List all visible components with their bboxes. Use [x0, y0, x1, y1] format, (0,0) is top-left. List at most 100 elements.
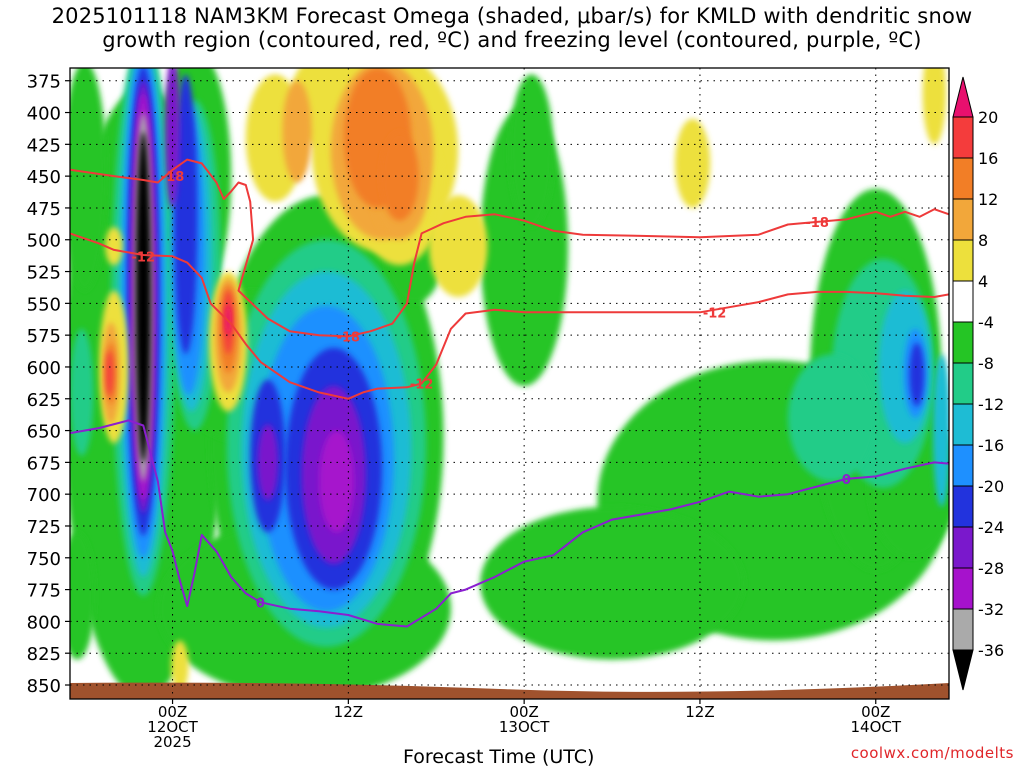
plot-frame: [69, 67, 950, 700]
contour-label: -12: [410, 378, 434, 393]
x-tick-label: 2025: [153, 733, 191, 751]
contour-label: -18: [161, 170, 185, 185]
contour-label: -12: [132, 250, 156, 265]
colorbar-label: -24: [978, 518, 1004, 537]
x-tick-label: 00Z: [509, 703, 538, 721]
contour-label: 0: [256, 596, 265, 611]
colorbar-label: 12: [978, 190, 998, 209]
colorbar-label: 8: [978, 231, 988, 250]
y-axis: 375 400 425 450 475 500 525 550 575 600 625 650 675 7…: [27, 72, 70, 697]
red-contour-m18-0: [70, 158, 949, 338]
contour-label: -18: [805, 216, 829, 231]
omega-cell: [135, 131, 151, 463]
y-tick-label-475: 475: [27, 199, 61, 220]
omega-cell: [480, 506, 744, 660]
y-tick-label-550: 550: [27, 294, 61, 315]
colorbar-label: 20: [978, 108, 998, 127]
colorbar-bin: [952, 403, 974, 446]
colorbar-label: -4: [978, 313, 994, 332]
x-tick-label: 12OCT: [147, 718, 198, 736]
omega-cell: [105, 350, 114, 397]
omega-cell: [787, 354, 876, 482]
omega-cell: [922, 68, 947, 145]
y-tick-label-675: 675: [27, 453, 61, 474]
grid-lines: [70, 68, 949, 699]
omega-cell: [319, 430, 355, 533]
y-tick-label-725: 725: [27, 517, 61, 538]
y-tick-label-525: 525: [27, 263, 61, 284]
colorbar-label: 4: [978, 272, 988, 291]
y-tick-label-850: 850: [27, 676, 61, 697]
colorbar-bin: [952, 485, 974, 528]
colorbar-bin: [952, 157, 974, 200]
colorbar-label: 16: [978, 149, 998, 168]
omega-cell: [909, 342, 925, 407]
contour-label: -18: [337, 330, 361, 345]
omega-cell: [675, 118, 711, 208]
omega-cell: [932, 354, 949, 507]
chart-title: 2025101118 NAM3KM Forecast Omega (shaded…: [0, 4, 1024, 52]
freezing-level-contour: [70, 419, 949, 628]
colorbar-bin: [952, 239, 974, 282]
chart-title-line1: 2025101118 NAM3KM Forecast Omega (shaded…: [51, 4, 973, 28]
colorbar-bin: [952, 444, 974, 487]
x-axis-label: Forecast Time (UTC): [403, 746, 595, 768]
x-tick-label: 14OCT: [850, 718, 901, 736]
terrain-strip: [70, 682, 949, 699]
y-tick-label-775: 775: [27, 581, 61, 602]
x-tick-label: 13OCT: [499, 718, 550, 736]
omega-cell: [257, 424, 279, 501]
y-tick-label-650: 650: [27, 422, 61, 443]
contour-label: -12: [703, 306, 727, 321]
colorbar: 20 16 12 8 4 -4 -8 -12 -16 -20 -24 -28 -32 -36: [952, 76, 1004, 691]
colorbar-bin: [952, 116, 974, 159]
colorbar-label: -28: [978, 559, 1004, 578]
colorbar-bin: [952, 526, 974, 569]
colorbar-label: -16: [978, 436, 1004, 455]
omega-cell: [174, 74, 198, 355]
chart-title-line2: growth region (contoured, red, ºC) and f…: [102, 28, 922, 52]
credit-link[interactable]: coolwx.com/modelts: [850, 744, 1014, 762]
omega-cell: [70, 68, 107, 291]
contours: -18 -12 -18 -12 -12 -18 0 0: [70, 158, 949, 628]
omega-cell: [380, 131, 419, 221]
colorbar-label: -32: [978, 600, 1004, 619]
omega-cell: [509, 74, 554, 228]
omega-cell: [70, 328, 94, 457]
colorbar-bin: [952, 198, 974, 241]
x-tick-label: 00Z: [158, 703, 187, 721]
y-tick-label-375: 375: [27, 72, 61, 93]
omega-cell: [70, 532, 95, 660]
colorbar-label: -12: [978, 395, 1004, 414]
y-tick-label-450: 450: [27, 167, 61, 188]
y-tick-label-700: 700: [27, 485, 61, 506]
y-tick-label-500: 500: [27, 231, 61, 252]
colorbar-bin: [952, 321, 974, 364]
colorbar-bin: [952, 362, 974, 405]
y-tick-label-750: 750: [27, 549, 61, 570]
colorbar-bin: [952, 608, 974, 651]
colorbar-bin: [952, 280, 974, 323]
omega-cell: [428, 195, 488, 297]
x-tick-label: 12Z: [685, 703, 714, 721]
contour-label: 0: [842, 473, 851, 488]
x-tick-label: 00Z: [861, 703, 890, 721]
y-tick-label-825: 825: [27, 644, 61, 665]
colorbar-top-arrow: [952, 76, 974, 118]
y-tick-label-625: 625: [27, 390, 61, 411]
x-tick-label: 12Z: [334, 703, 363, 721]
colorbar-bin: [952, 567, 974, 610]
omega-cell: [105, 227, 123, 266]
y-tick-label-575: 575: [27, 326, 61, 347]
y-tick-label-600: 600: [27, 358, 61, 379]
red-contour-m12-1: [70, 232, 949, 400]
colorbar-label: -20: [978, 477, 1004, 496]
omega-cell: [282, 80, 312, 183]
y-tick-label-800: 800: [27, 612, 61, 633]
terrain: [70, 682, 949, 699]
y-tick-label-425: 425: [27, 135, 61, 156]
colorbar-label: -8: [978, 354, 994, 373]
colorbar-label: -36: [978, 641, 1004, 660]
